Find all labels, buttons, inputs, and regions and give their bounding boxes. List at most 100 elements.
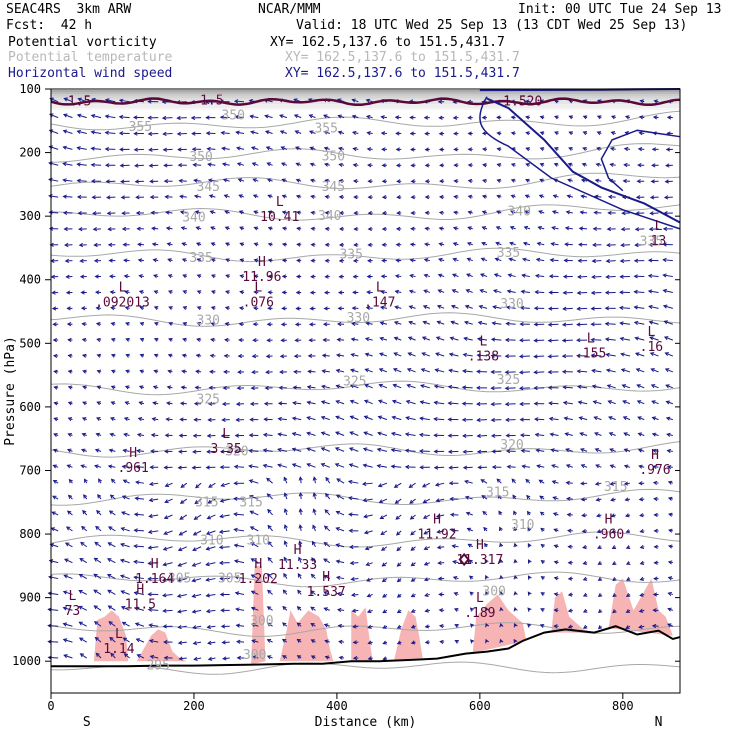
wind-vector: [409, 482, 416, 488]
wind-arrowhead: [220, 449, 225, 454]
wind-vector: [434, 385, 445, 389]
wind-arrowhead: [396, 609, 402, 614]
wind-vector: [148, 546, 159, 549]
theta-contour-295: [50, 661, 681, 675]
wind-arrowhead: [220, 608, 225, 613]
pv-high-region: [136, 629, 187, 662]
wind-vector: [348, 480, 359, 484]
wind-arrowhead: [298, 492, 303, 497]
wind-arrowhead: [485, 622, 490, 628]
wind-vector: [165, 482, 173, 487]
wind-arrowhead: [95, 525, 100, 530]
wind-vector: [435, 352, 445, 357]
wind-arrowhead: [283, 572, 288, 578]
wind-arrowhead: [576, 290, 582, 295]
extremum-value: 10.41: [260, 210, 299, 225]
wind-arrowhead: [176, 609, 182, 614]
wind-vector: [177, 593, 187, 597]
wind-arrowhead: [547, 306, 553, 311]
wind-arrowhead: [295, 162, 300, 167]
wind-arrowhead: [149, 179, 154, 184]
wind-vector: [336, 354, 345, 357]
wind-arrowhead: [461, 385, 467, 390]
wind-arrowhead: [626, 577, 631, 581]
wind-arrowhead: [551, 225, 556, 231]
terrain-line: [51, 625, 681, 668]
wind-arrowhead: [265, 370, 270, 375]
wind-arrowhead: [251, 655, 257, 660]
wind-vector: [520, 387, 530, 389]
extremum-low-marker: L: [115, 627, 123, 642]
wind-arrowhead: [96, 509, 101, 515]
wind-arrowhead: [110, 305, 115, 311]
theta-contour-325: [50, 380, 681, 396]
wind-arrowhead: [106, 574, 112, 578]
wind-arrowhead: [566, 496, 571, 501]
wind-vector: [623, 416, 631, 421]
wind-arrowhead: [279, 114, 284, 119]
wind-vector: [79, 574, 87, 579]
wind-arrowhead: [296, 606, 302, 611]
wind-arrowhead: [366, 290, 371, 295]
wind-arrowhead: [139, 353, 145, 358]
wind-vector: [94, 557, 102, 564]
wind-arrowhead: [177, 624, 182, 630]
wind-vector: [137, 450, 144, 452]
wind-arrowhead: [80, 448, 86, 453]
wind-arrowhead: [77, 210, 82, 216]
wind-arrowhead: [662, 242, 667, 247]
wind-vector: [208, 641, 216, 644]
wind-vector: [91, 114, 102, 119]
wind-arrowhead: [423, 115, 429, 120]
wind-vector: [249, 450, 259, 452]
wind-vector: [77, 114, 87, 119]
wind-arrowhead: [250, 590, 256, 595]
wind-arrowhead: [510, 194, 516, 199]
wind-arrowhead: [477, 465, 482, 470]
wind-arrowhead: [447, 449, 453, 454]
pv-high-region: [608, 578, 673, 636]
wind-vector: [192, 546, 202, 551]
wind-vector: [263, 449, 273, 452]
wind-vector: [123, 637, 130, 643]
wind-arrowhead: [191, 562, 197, 567]
wind-arrowhead: [482, 147, 487, 152]
wind-vector: [192, 578, 202, 582]
wind-arrowhead: [283, 492, 288, 497]
wind-arrowhead: [167, 353, 173, 358]
wind-arrowhead: [382, 640, 387, 645]
center-title: NCAR/MMM: [258, 2, 321, 17]
wind-arrowhead: [665, 147, 671, 152]
wind-arrowhead: [52, 448, 58, 453]
wind-arrowhead: [562, 385, 567, 390]
wind-arrowhead: [498, 526, 503, 531]
wind-arrowhead: [133, 131, 138, 136]
y-tick-label: 400: [19, 273, 41, 287]
wind-vector: [235, 116, 245, 119]
wind-vector: [237, 641, 245, 643]
wind-arrowhead: [311, 557, 316, 562]
wind-arrowhead: [651, 163, 656, 168]
wind-vector: [380, 322, 388, 325]
wind-vector: [192, 625, 202, 629]
wind-vector: [135, 164, 144, 167]
extremum-value: .189: [464, 606, 495, 621]
wind-arrowhead: [406, 383, 411, 388]
wind-arrowhead: [225, 242, 230, 247]
wind-vector: [409, 305, 416, 309]
wind-arrowhead: [352, 290, 357, 295]
wind-vector: [177, 578, 187, 582]
wind-arrowhead: [306, 400, 311, 405]
wind-arrowhead: [524, 194, 530, 199]
wind-arrowhead: [434, 482, 440, 487]
wind-vector: [365, 368, 373, 373]
theta-label: 315: [195, 495, 218, 510]
wind-arrowhead: [419, 465, 424, 470]
wind-arrowhead: [181, 242, 186, 247]
wind-vector: [192, 593, 202, 598]
wind-arrowhead: [294, 322, 300, 327]
wind-vector: [337, 593, 345, 595]
wind-vector: [321, 463, 330, 468]
wind-arrowhead: [62, 638, 68, 643]
wind-vector: [351, 578, 359, 580]
